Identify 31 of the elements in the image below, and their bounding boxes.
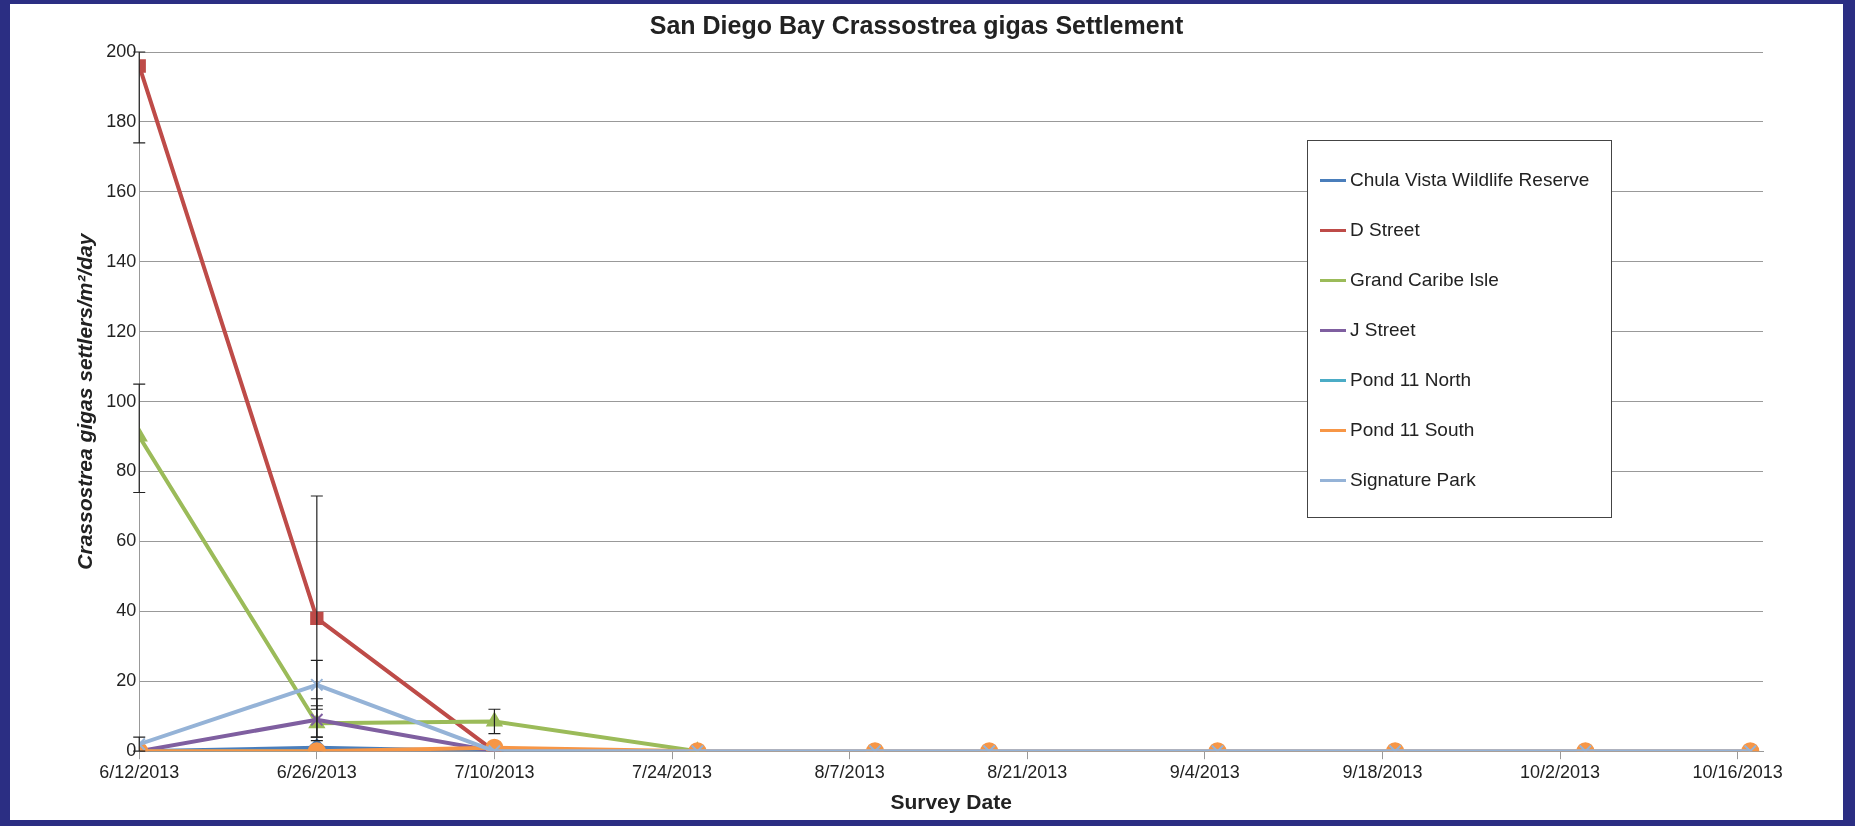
y-tick-label: 80 (116, 460, 137, 481)
y-tick-label: 100 (106, 390, 137, 411)
legend-label: J Street (1350, 319, 1416, 341)
x-tick-label: 9/18/2013 (1342, 761, 1423, 782)
y-tick-label: 0 (126, 740, 137, 761)
x-tick-label: 6/26/2013 (276, 761, 357, 782)
x-tick-label: 9/4/2013 (1169, 761, 1240, 782)
legend-label: Pond 11 South (1350, 419, 1475, 441)
x-tick-label: 8/7/2013 (814, 761, 885, 782)
y-tick-label: 20 (116, 670, 137, 691)
chart-title: San Diego Bay Crassostrea gigas Settlement (649, 10, 1184, 39)
x-tick-label: 10/16/2013 (1692, 761, 1783, 782)
x-tick-label: 7/10/2013 (454, 761, 535, 782)
y-tick-label: 160 (106, 180, 137, 201)
legend-label: Pond 11 North (1350, 369, 1472, 391)
x-tick-label: 6/12/2013 (99, 761, 180, 782)
legend-label: Chula Vista Wildlife Reserve (1350, 169, 1590, 191)
y-tick-label: 120 (106, 320, 137, 341)
x-tick-label: 8/21/2013 (987, 761, 1068, 782)
x-axis-title: Survey Date (890, 790, 1012, 814)
y-tick-label: 200 (106, 40, 137, 61)
y-tick-label: 140 (106, 250, 137, 271)
x-tick-label: 7/24/2013 (631, 761, 713, 782)
y-tick-label: 40 (116, 600, 137, 621)
y-tick-label: 60 (116, 530, 137, 551)
y-axis-title: Crassostrea gigas settlers/m²/day (73, 232, 97, 570)
legend-label: Signature Park (1350, 469, 1476, 491)
legend-label: Grand Caribe Isle (1350, 269, 1499, 291)
y-tick-label: 180 (106, 110, 137, 131)
x-tick-label: 10/2/2013 (1519, 761, 1601, 782)
legend-label: D Street (1350, 219, 1420, 241)
